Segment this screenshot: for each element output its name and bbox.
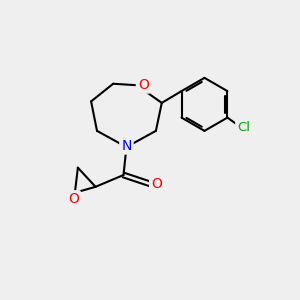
Text: N: N [121,139,132,153]
Text: O: O [151,177,162,191]
Text: O: O [138,78,149,92]
Text: O: O [68,192,79,206]
Text: Cl: Cl [237,122,250,134]
